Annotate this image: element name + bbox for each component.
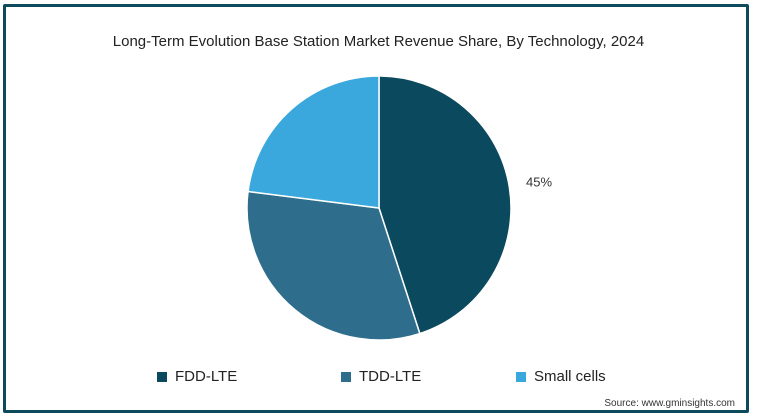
legend-swatch-fdd-lte (157, 371, 167, 382)
legend-swatch-tdd-lte (341, 371, 351, 382)
legend-swatch-small-cells (516, 371, 526, 382)
legend-item-tdd-lte: TDD-LTE (341, 368, 421, 385)
chart-title: Long-Term Evolution Base Station Market … (112, 33, 645, 50)
legend-label-tdd-lte: TDD-LTE (359, 368, 422, 385)
slice-label-fdd-lte: 45% (526, 175, 552, 190)
pie-slice-fdd-lte (378, 75, 512, 335)
legend-item-fdd-lte: FDD-LTE (157, 368, 237, 385)
chart-legend: FDD-LTE TDD-LTE Small cells (0, 368, 757, 388)
pie-slice-labels: 45% (526, 175, 552, 190)
legend-label-fdd-lte: FDD-LTE (175, 368, 238, 385)
legend-item-small-cells: Small cells (516, 368, 606, 385)
pie-slices (246, 75, 512, 341)
pie-slice-tdd-lte (246, 190, 421, 341)
legend-label-small-cells: Small cells (534, 368, 606, 385)
source-note: Source: www.gminsights.com (604, 398, 735, 409)
pie-slice-small-cells (247, 75, 380, 209)
